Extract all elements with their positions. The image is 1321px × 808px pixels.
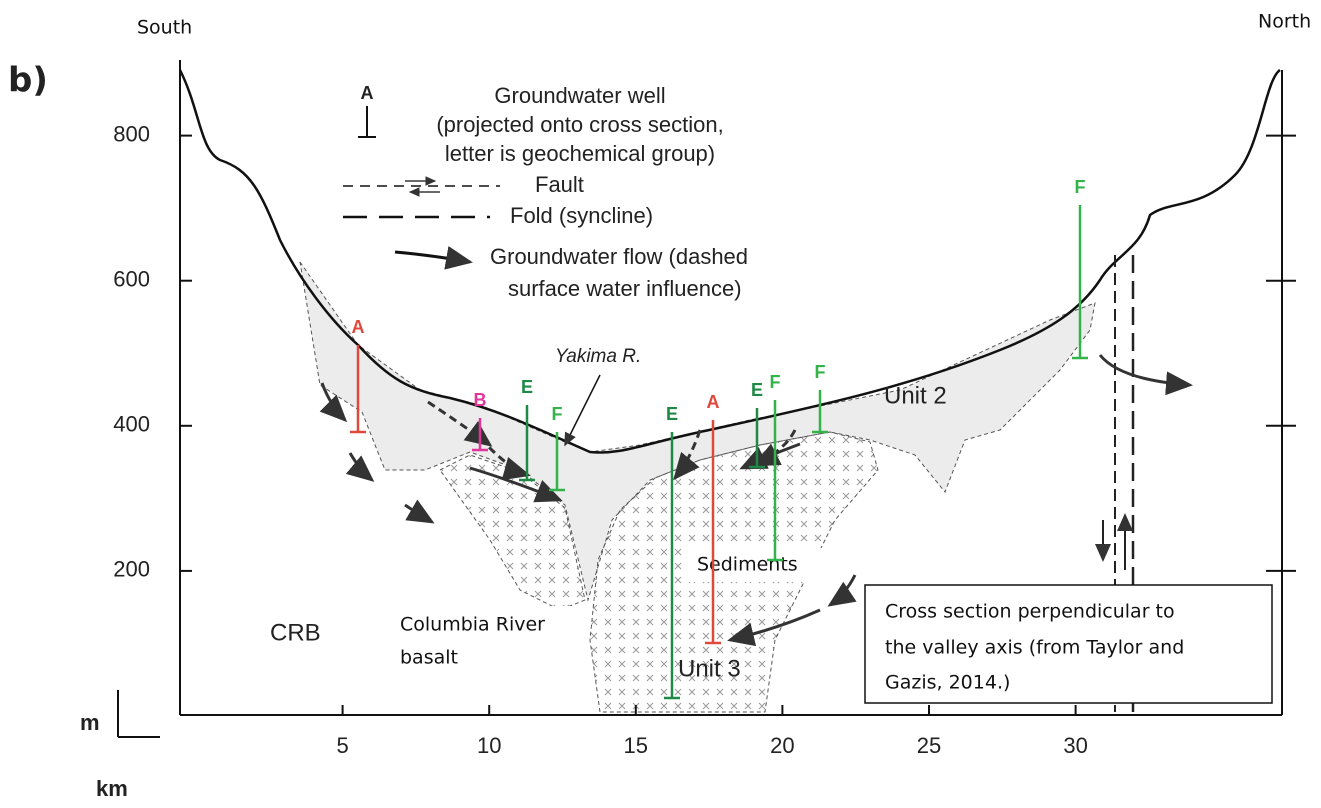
x-tick-label: 30 xyxy=(1063,733,1087,758)
note-box xyxy=(864,584,1273,704)
basalt-bg xyxy=(392,606,584,676)
y-tick-label: 400 xyxy=(113,412,150,437)
x-tick-label: 10 xyxy=(477,733,501,758)
legend xyxy=(343,106,500,270)
flow-arrows xyxy=(319,354,1193,647)
north-label: North xyxy=(1258,11,1311,33)
river-label: Yakima R. xyxy=(555,346,641,367)
legend-flow: surface water influence) xyxy=(508,276,742,301)
x-tick-label: 15 xyxy=(624,733,648,758)
unit-2-label: Unit 2 xyxy=(884,382,947,409)
well-label: A xyxy=(352,317,365,337)
note-text: Cross section perpendicular to xyxy=(885,601,1175,623)
note-text: the valley axis (from Taylor and xyxy=(885,637,1184,659)
well-label: F xyxy=(552,404,563,424)
sediment-lobe xyxy=(439,454,586,611)
y-tick-label: 600 xyxy=(113,267,150,292)
legend-fault: Fault xyxy=(535,172,584,197)
x-tick-label: 20 xyxy=(770,733,794,758)
x-tick-label: 5 xyxy=(336,733,348,758)
ground-surface xyxy=(178,68,1281,454)
river-pointer xyxy=(564,374,601,447)
axes xyxy=(117,60,1283,738)
well-label: A xyxy=(707,392,720,412)
unit-2-area xyxy=(299,261,1096,602)
unit-3-label: Unit 3 xyxy=(678,655,741,682)
y-tick-label: 200 xyxy=(113,557,150,582)
legend-well: (projected onto cross section, xyxy=(436,112,723,137)
legend-well-letter: A xyxy=(361,83,374,103)
basalt-label: basalt xyxy=(400,647,458,669)
sediments-bg xyxy=(688,548,828,582)
south-label: South xyxy=(137,17,192,39)
well-label: E xyxy=(521,377,533,397)
crb-label: CRB xyxy=(270,619,321,646)
y-unit: m xyxy=(80,710,100,735)
y-tick-label: 800 xyxy=(113,121,150,146)
basalt-label: Columbia River xyxy=(400,614,545,636)
well-label: B xyxy=(474,390,487,410)
legend-well: letter is geochemical group) xyxy=(445,141,715,166)
legend-well: Groundwater well xyxy=(494,83,665,108)
well-label: F xyxy=(815,362,826,382)
x-unit: km xyxy=(96,776,128,801)
well-label: E xyxy=(751,380,763,400)
x-tick-label: 25 xyxy=(917,733,941,758)
legend-fold: Fold (syncline) xyxy=(510,203,653,228)
well-label: E xyxy=(666,404,678,424)
note-text: Gazis, 2014.) xyxy=(885,672,1010,694)
panel-label: b) xyxy=(8,61,48,101)
well-label: F xyxy=(1075,177,1086,197)
legend-flow: Groundwater flow (dashed xyxy=(490,244,748,269)
well-label: F xyxy=(770,372,781,392)
